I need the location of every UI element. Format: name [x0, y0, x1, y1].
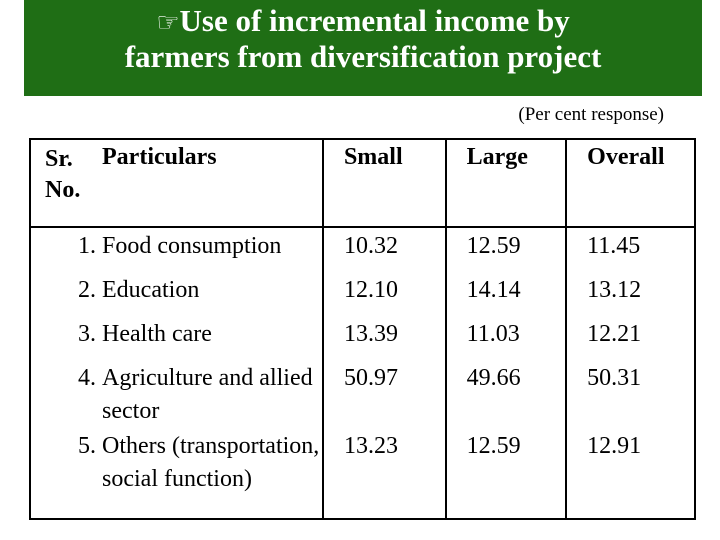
- row-small: 13.39: [321, 316, 446, 360]
- row-overall: 13.12: [565, 272, 695, 316]
- title-text-1: Use of incremental income by: [179, 3, 570, 38]
- pointing-hand-icon: ☞: [156, 8, 180, 38]
- title-banner: ☞Use of incremental income by farmers fr…: [24, 0, 702, 96]
- unit-note: (Per cent response): [518, 104, 664, 125]
- table-row: 3. Health care 13.39 11.03 12.21: [30, 316, 695, 360]
- row-small: 50.97: [321, 360, 446, 428]
- title-line-2: farmers from diversification project: [124, 39, 602, 74]
- data-table: Sr. No. Particulars Small Large Overall 1…: [29, 138, 696, 520]
- title-line-1: ☞Use of incremental income by: [24, 4, 702, 40]
- header-large: Large: [444, 139, 567, 228]
- row-sno: 5.: [78, 433, 97, 459]
- row-sno: 3.: [78, 321, 97, 347]
- row-sno: 2.: [78, 277, 97, 303]
- table-row: 5. Others (transportation, social functi…: [30, 428, 695, 519]
- row-overall: 12.21: [565, 316, 695, 360]
- row-sno: 4.: [78, 365, 97, 391]
- row-overall: 50.31: [565, 360, 695, 428]
- row-particulars: Education: [102, 277, 200, 303]
- row-particulars: Others (transportation, social function): [102, 433, 320, 492]
- row-overall: 12.91: [565, 428, 695, 519]
- header-small: Small: [321, 139, 446, 228]
- row-large: 49.66: [444, 360, 567, 428]
- header-row: Sr. No. Particulars Small Large Overall: [30, 139, 695, 228]
- table-row: 1. Food consumption 10.32 12.59 11.45: [30, 227, 695, 272]
- row-sno: 1.: [78, 233, 97, 259]
- row-small: 12.10: [321, 272, 446, 316]
- table-row: 4. Agriculture and allied sector 50.97 4…: [30, 360, 695, 428]
- row-particulars: Health care: [102, 321, 212, 347]
- row-overall: 11.45: [565, 227, 695, 272]
- row-small: 10.32: [321, 227, 446, 272]
- row-large: 12.59: [444, 227, 567, 272]
- row-large: 14.14: [444, 272, 567, 316]
- row-large: 11.03: [444, 316, 567, 360]
- table-row: 2. Education 12.10 14.14 13.12: [30, 272, 695, 316]
- header-sr-no: Sr. No.: [30, 139, 103, 228]
- row-particulars: Agriculture and allied sector: [102, 365, 313, 424]
- row-particulars: Food consumption: [102, 233, 282, 259]
- header-particulars: Particulars: [102, 139, 323, 228]
- row-large: 12.59: [444, 428, 567, 519]
- row-small: 13.23: [321, 428, 446, 519]
- header-overall: Overall: [565, 139, 695, 228]
